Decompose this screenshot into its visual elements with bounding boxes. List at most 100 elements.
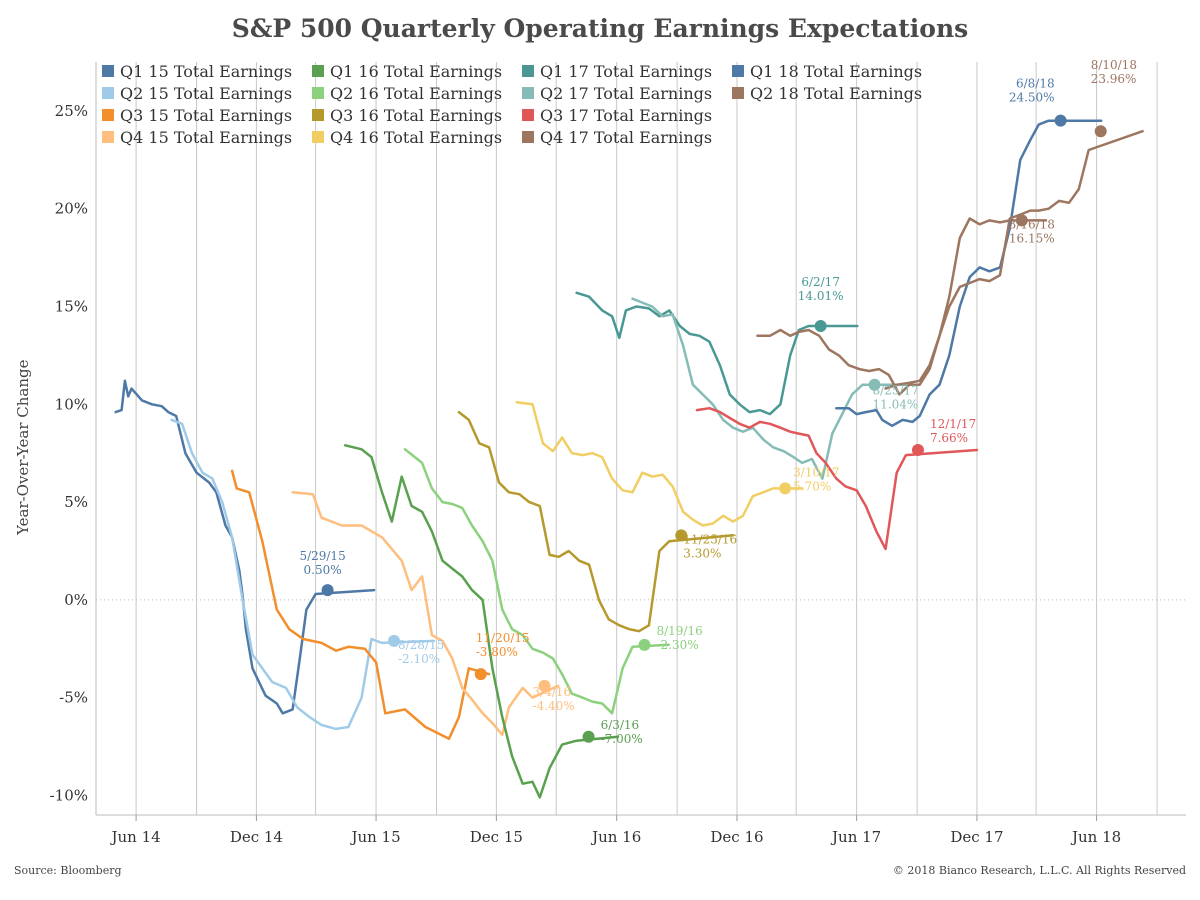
series-end-marker [779,482,792,495]
end-label-value: -7.00% [601,732,643,746]
end-label-date: 8/10/18 [1091,58,1137,72]
y-tick-label: -10% [50,786,88,804]
series-end-marker [814,320,827,333]
legend-swatch [312,131,324,143]
legend-swatch [522,109,534,121]
legend-swatch [102,65,114,77]
legend-swatch [102,131,114,143]
vertical-gridlines [135,62,1158,815]
legend-label: Q2 16 Total Earnings [330,84,502,103]
end-label-value: -3.80% [476,645,518,659]
series-end-marker [638,638,651,651]
legend-swatch [732,65,744,77]
series-line [343,444,620,799]
end-label-date: 8/19/16 [656,624,702,638]
series-line [230,469,491,740]
y-tick-label: -5% [59,689,88,707]
x-axis-ticks: Jun 14 Dec 14 Jun 15 Dec 15 Jun 16 Dec 16 Jun … [110,815,1121,846]
legend-label: Q3 17 Total Earnings [540,106,712,125]
x-tick-label: Jun 14 [110,828,161,846]
end-label-value: -2.30% [656,638,698,652]
series-line [695,406,979,551]
x-tick-label: Jun 17 [830,828,881,846]
x-tick-label: Jun 16 [590,828,641,846]
series-line [884,129,1144,390]
series-line [457,410,735,633]
x-tick-label: Dec 16 [710,828,763,846]
legend-label: Q2 15 Total Earnings [120,84,292,103]
end-label-value: 24.50% [1009,91,1055,105]
series-end-marker [582,730,595,743]
series-end-marker [675,529,688,542]
source-note: Source: Bloomberg [14,864,122,877]
series-end-marker [868,378,881,391]
legend-label: Q2 17 Total Earnings [540,84,712,103]
series-end-marker [1094,125,1107,138]
end-label-value: 3.30% [683,546,721,560]
legend-swatch [312,65,324,77]
legend-label: Q4 17 Total Earnings [540,128,712,147]
x-tick-label: Jun 15 [349,828,400,846]
legend: Q1 15 Total Earnings Q2 15 Total Earnings… [102,62,922,147]
y-tick-label: 5% [64,493,88,511]
legend-swatch [522,87,534,99]
series-line [515,401,804,527]
series-end-marker [321,584,334,597]
chart-title: S&P 500 Quarterly Operating Earnings Exp… [231,14,969,43]
legend-swatch [522,65,534,77]
legend-label: Q1 16 Total Earnings [330,62,502,81]
end-label-date: 6/2/17 [801,275,840,289]
y-axis-ticks: 25% 20% 15% 10% 5% 0% -5% -10% [50,102,88,805]
legend-swatch [102,87,114,99]
end-label-value: 14.01% [798,289,844,303]
legend-swatch [102,109,114,121]
series-line [575,291,859,416]
series-end-marker [538,679,551,692]
series-line [756,217,1048,396]
y-tick-label: 10% [55,395,88,413]
series-end-marker [474,668,487,681]
end-label-value: -2.10% [398,652,440,666]
series-end-markers: 5/29/150.50% 8/28/15-2.10% 11/20/15-3.80% 3… [299,58,1137,746]
end-label-value: 23.96% [1091,72,1137,86]
end-label-date: 3/4/16 [533,685,572,699]
series-line [170,418,436,731]
x-tick-label: Dec 17 [950,828,1003,846]
y-tick-label: 25% [55,102,88,120]
end-label-value: 5.70% [793,479,831,493]
y-tick-label: 15% [55,297,88,315]
end-label-date: 3/10/17 [793,465,839,479]
copyright-note: © 2018 Bianco Research, L.L.C. All Right… [892,864,1186,877]
series-line [291,491,560,737]
legend-swatch [312,87,324,99]
end-label-value: 11.04% [873,398,919,412]
end-label-date: 6/3/16 [601,718,640,732]
plot-area [95,62,1186,816]
series-end-marker [911,444,924,457]
end-label-value: -4.40% [533,699,575,713]
series-line [403,448,670,715]
y-tick-label: 20% [55,200,88,218]
legend-label: Q4 16 Total Earnings [330,128,502,147]
end-label-date: 8/25/17 [873,384,919,398]
end-label-value: 0.50% [304,563,342,577]
legend-label: Q1 15 Total Earnings [120,62,292,81]
series-end-marker [387,634,400,647]
legend-label: Q1 17 Total Earnings [540,62,712,81]
legend-label: Q3 16 Total Earnings [330,106,502,125]
end-label-value: 16.15% [1009,231,1055,245]
legend-label: Q3 15 Total Earnings [120,106,292,125]
legend-swatch [312,109,324,121]
end-label-date: 3/16/18 [1009,217,1055,231]
series-line [631,297,914,480]
end-label-date: 6/8/18 [1016,77,1055,91]
x-tick-label: Dec 14 [230,828,283,846]
legend-label: Q1 18 Total Earnings [750,62,922,81]
series-lines [114,119,1144,799]
series-line [114,379,376,715]
y-tick-label: 0% [64,591,88,609]
series-end-marker [1054,114,1067,127]
end-label-value: 7.66% [930,431,968,445]
x-tick-label: Jun 18 [1070,828,1121,846]
